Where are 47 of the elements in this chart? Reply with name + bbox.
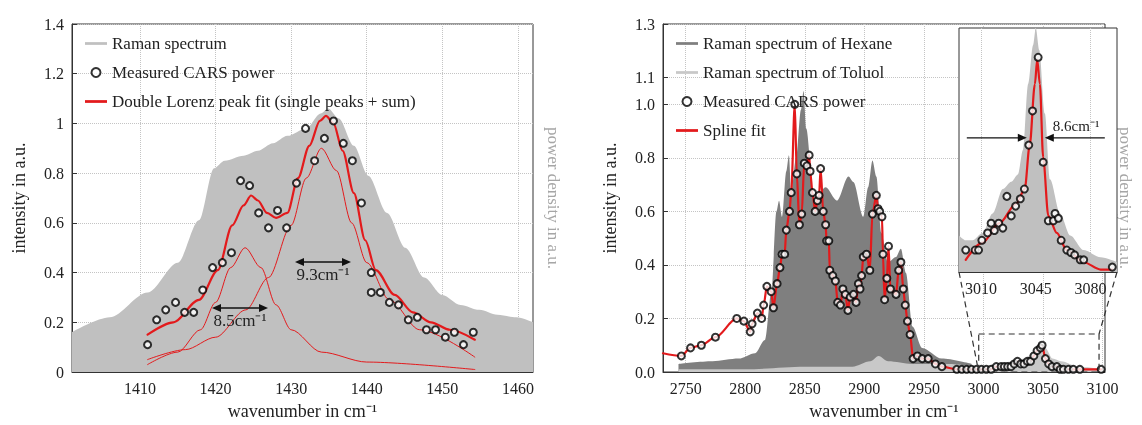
x-tick-label: 1460 — [501, 379, 534, 397]
x-tick-label: 3080 — [1074, 279, 1107, 297]
y-tick-label: 1.4 — [44, 15, 64, 33]
legend-label: Raman spectrum of Hexane — [703, 34, 893, 53]
y-tick-label: 0.8 — [44, 164, 64, 182]
legend-label: Raman spectrum — [112, 34, 227, 53]
legend-label: Measured CARS power — [112, 63, 275, 82]
y-tick-label: 0.0 — [635, 363, 655, 381]
y-axis-title: intensity in a.u. — [9, 142, 29, 254]
x-tick-label: 2950 — [907, 379, 940, 397]
y-tick-label: 1.0 — [635, 95, 655, 113]
x-tick-label: 3045 — [1019, 279, 1052, 297]
x-tick-label: 1420 — [199, 379, 232, 397]
y-tick-label: 0.8 — [635, 149, 655, 167]
y-tick-label: 0.2 — [635, 309, 655, 327]
y-tick-label: 1.3 — [635, 15, 655, 33]
annotation: 9.3cm⁻¹ — [296, 265, 350, 284]
y-tick-label: 1.1 — [635, 69, 655, 87]
x-tick-label: 1450 — [426, 379, 459, 397]
x-tick-label: 3010 — [964, 279, 997, 297]
y-tick-label: 0.6 — [44, 214, 64, 232]
y-tick-label: 0.4 — [635, 256, 655, 274]
x-tick-label: 1430 — [275, 379, 308, 397]
y-tick-label: 0 — [56, 363, 64, 381]
x-tick-label: 2750 — [669, 379, 702, 397]
legend-label: Double Lorenz peak fit (single peaks + sum) — [112, 92, 416, 111]
x-tick-label: 3100 — [1086, 379, 1119, 397]
x-tick-label: 3050 — [1027, 379, 1060, 397]
y-tick-label: 1.2 — [44, 65, 64, 83]
legend-label: Spline fit — [703, 121, 767, 140]
y2-axis-title: power density in a.u. — [1116, 126, 1135, 270]
y-tick-label: 1 — [56, 114, 64, 132]
y-tick-label: 0.4 — [44, 264, 64, 282]
x-tick-label: 3000 — [967, 379, 1000, 397]
y-tick-label: 0.2 — [44, 313, 64, 331]
x-axis-title: wavenumber in cm⁻¹ — [227, 401, 378, 421]
x-axis-title: wavenumber in cm⁻¹ — [809, 401, 959, 421]
legend-label: Raman spectrum of Toluol — [703, 63, 885, 82]
annotation: 8.6cm⁻¹ — [1052, 118, 1100, 135]
y-axis-title: intensity in a.u. — [600, 142, 620, 254]
y-tick-label: 0.6 — [635, 202, 655, 220]
y2-axis-title: power density in a.u. — [544, 126, 563, 270]
x-tick-label: 1440 — [350, 379, 383, 397]
x-tick-label: 2800 — [729, 379, 762, 397]
x-tick-label: 2900 — [848, 379, 881, 397]
x-tick-label: 1410 — [124, 379, 157, 397]
x-tick-label: 2850 — [788, 379, 821, 397]
